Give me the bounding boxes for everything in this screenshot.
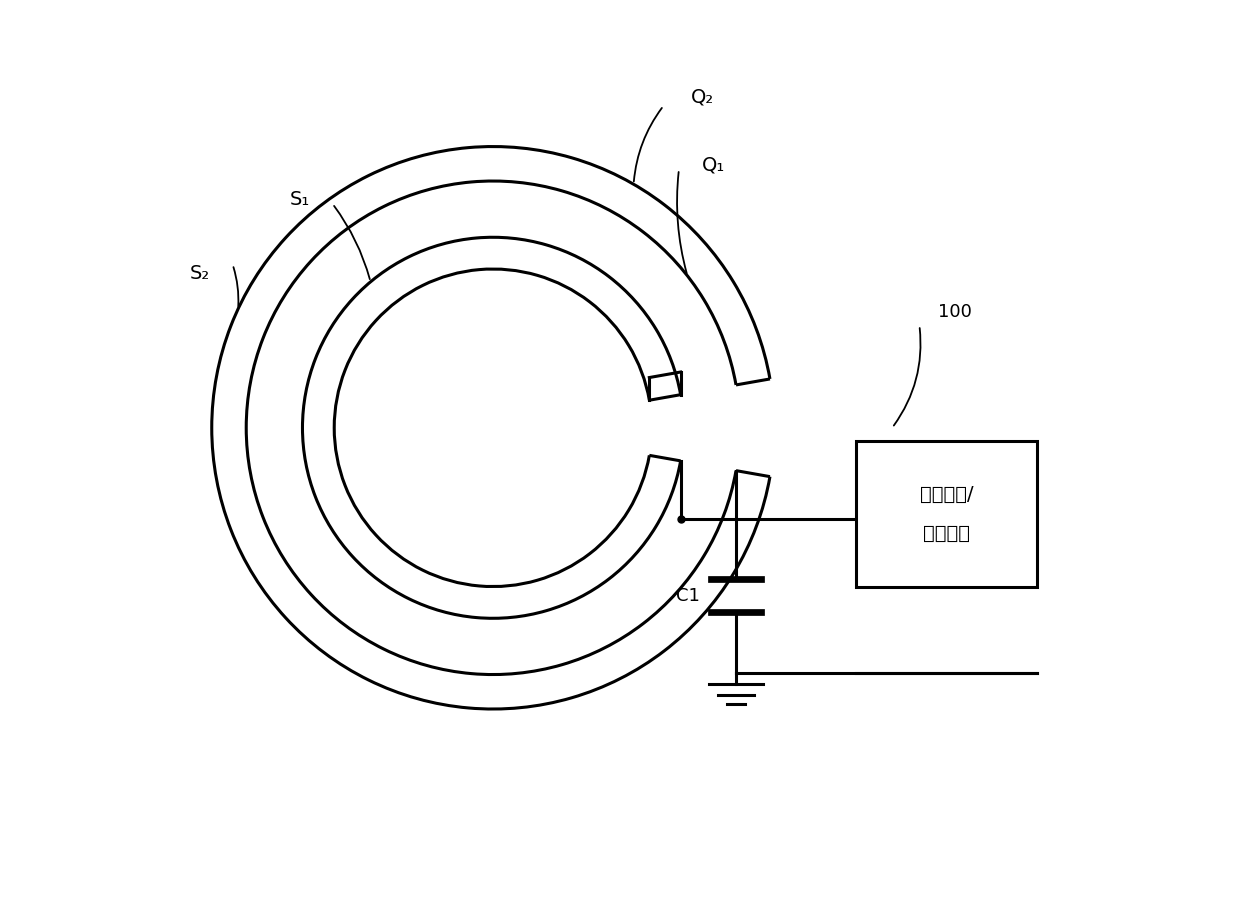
Text: C1: C1: [676, 587, 699, 604]
Bar: [856, 441, 1038, 587]
Text: S₁: S₁: [289, 189, 310, 208]
Text: 信号发射/: 信号发射/: [920, 484, 973, 503]
Text: Q₂: Q₂: [691, 87, 714, 106]
Text: 100: 100: [937, 303, 971, 320]
Text: 接收单元: 接收单元: [923, 524, 970, 543]
Text: S₂: S₂: [190, 264, 210, 283]
Text: Q₁: Q₁: [702, 156, 725, 174]
